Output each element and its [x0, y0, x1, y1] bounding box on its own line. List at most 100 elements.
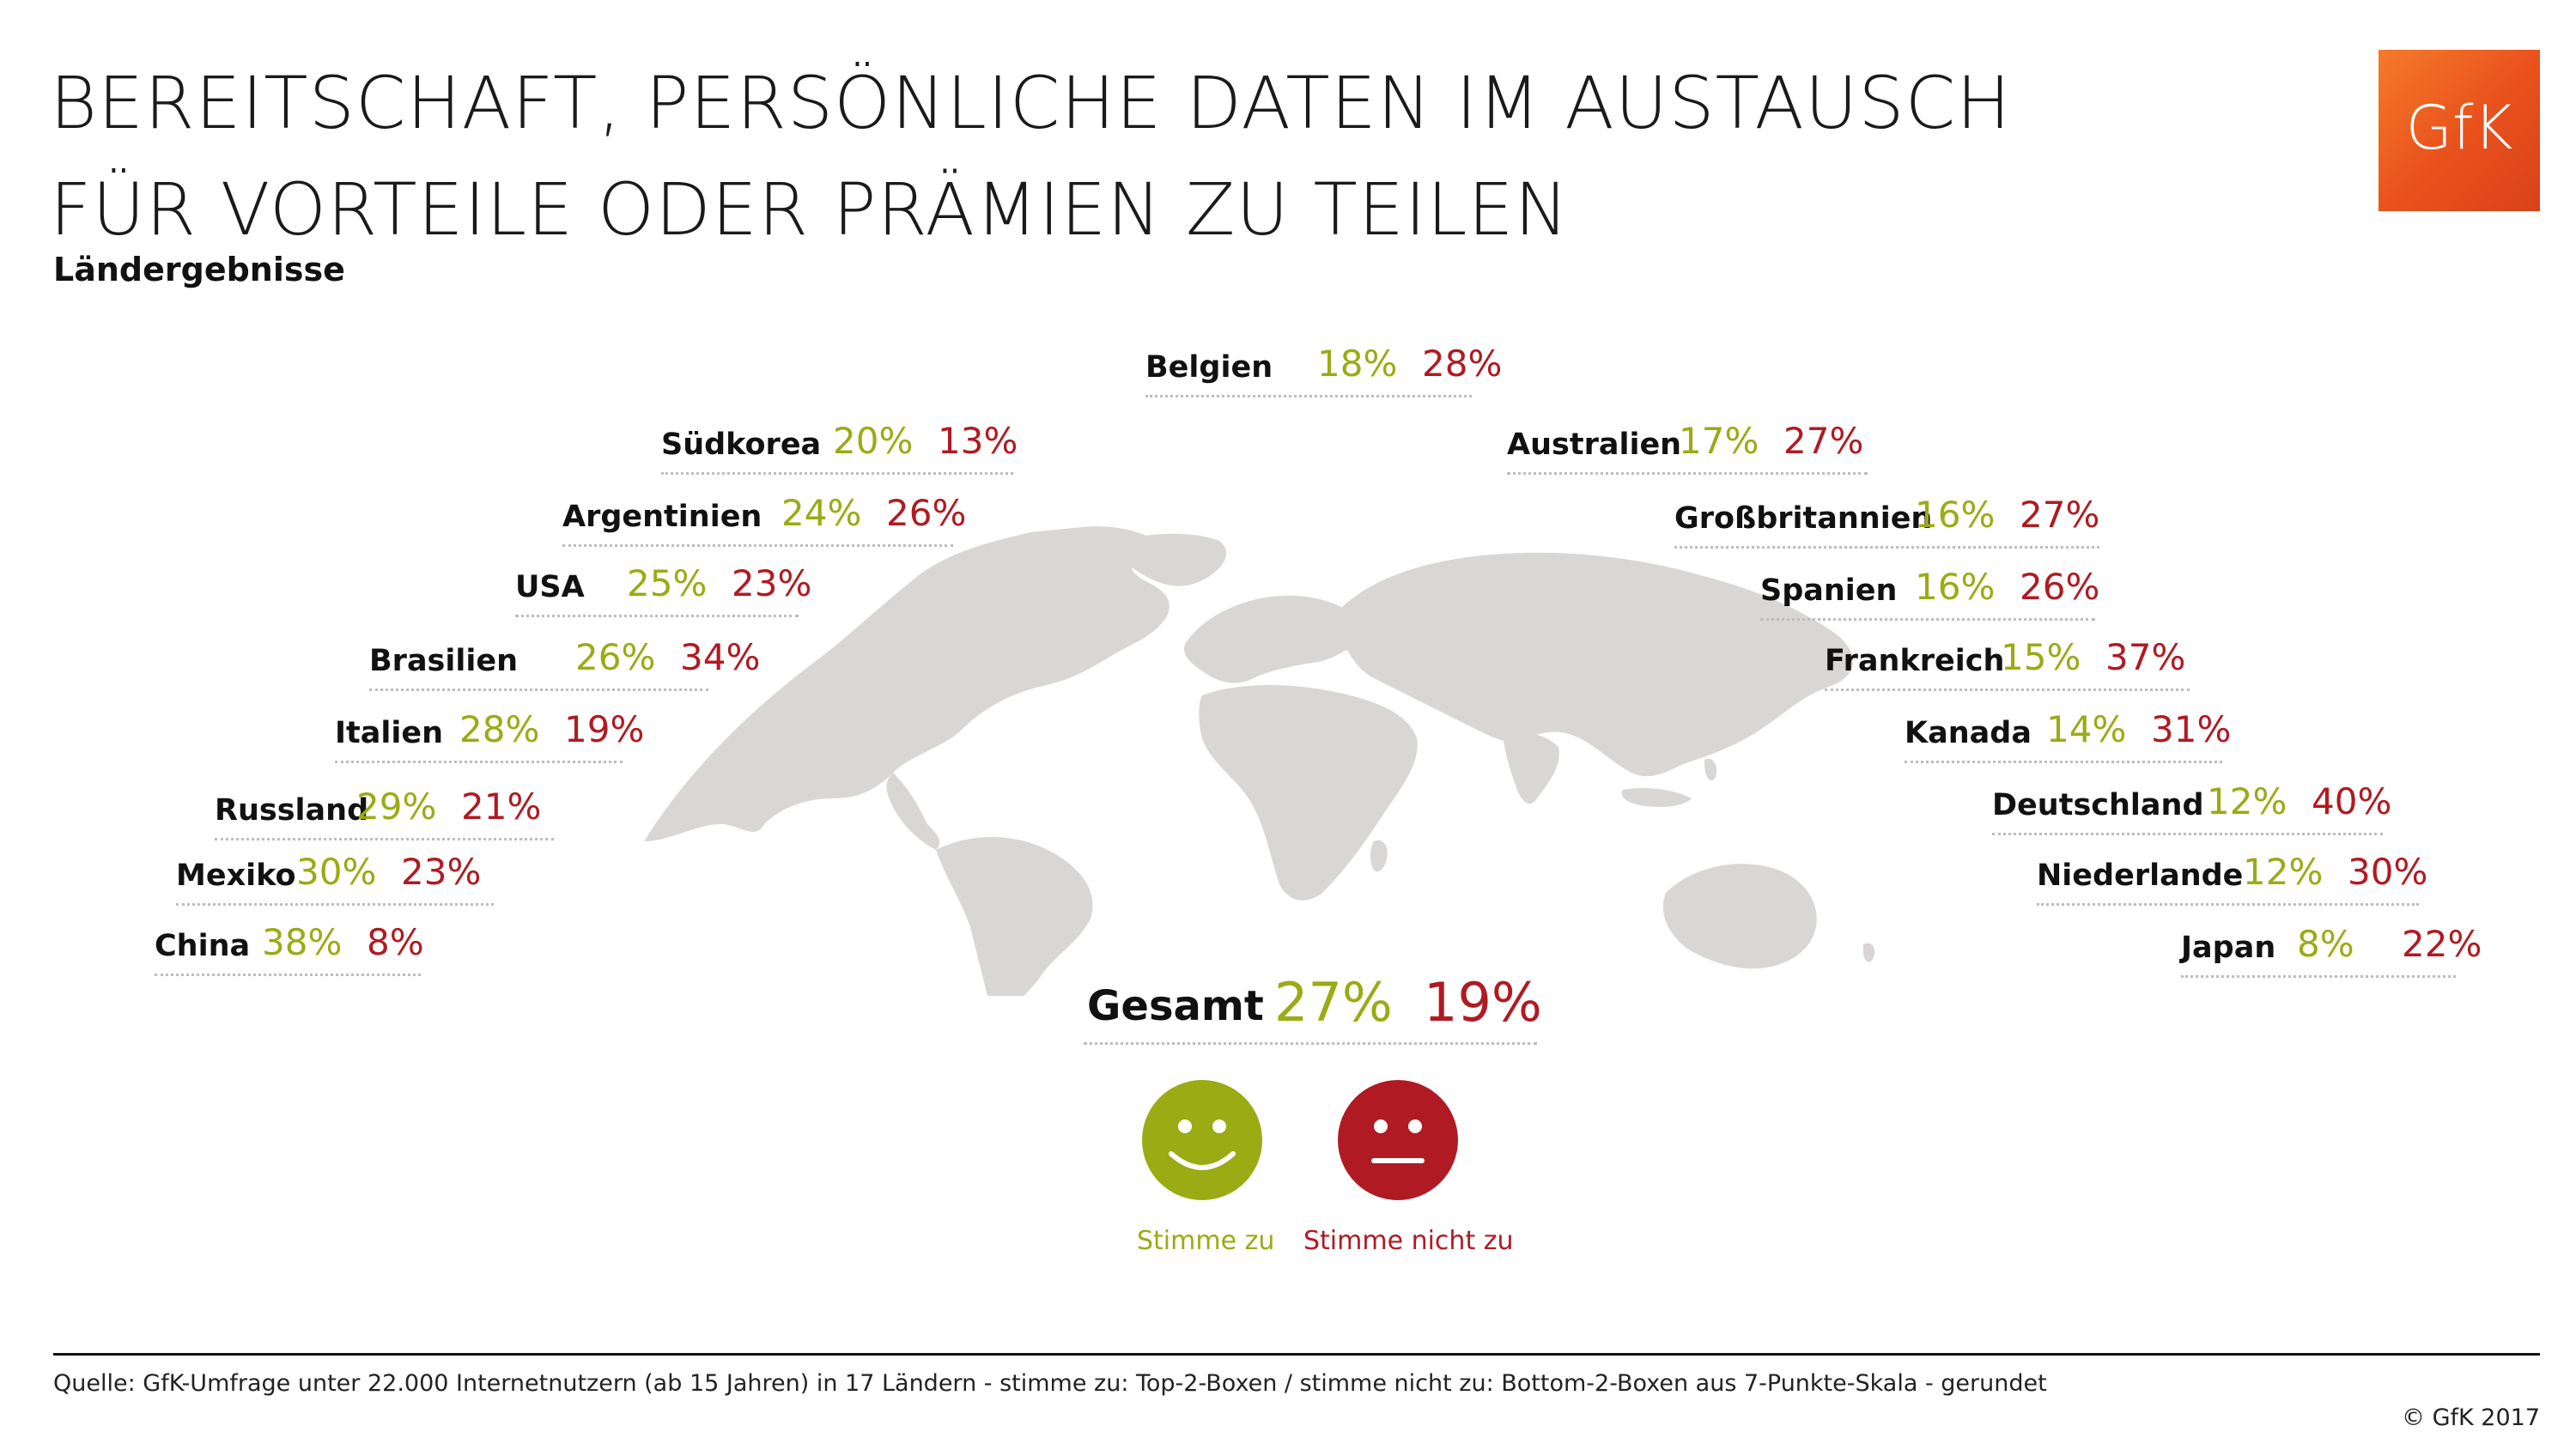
country-name: Argentinien	[562, 500, 762, 534]
agree-value: 17%	[1679, 420, 1759, 462]
map-australia	[1662, 864, 1817, 969]
country-row-kanada: Kanada 14% 31%	[1905, 702, 2231, 763]
agree-value: 12%	[2243, 851, 2324, 893]
country-row-japan: Japan 8% 22%	[2181, 917, 2482, 978]
smiley-neutral-icon	[1338, 1080, 1458, 1200]
agree-value: 26%	[575, 636, 656, 678]
agree-value: 15%	[2001, 636, 2081, 678]
disagree-value: 22%	[2402, 923, 2482, 965]
logo-text: GfK	[2405, 93, 2513, 163]
agree-value: 18%	[1317, 343, 1398, 385]
agree-value: 24%	[781, 492, 862, 534]
disagree-value: 26%	[886, 492, 967, 534]
country-name: Australien	[1507, 428, 1682, 462]
agree-value: 16%	[1915, 494, 1996, 536]
country-name: China	[155, 929, 251, 963]
country-row-australien: Australien 17% 27%	[1507, 414, 1868, 475]
disagree-value: 40%	[2312, 780, 2392, 822]
total-disagree-value: 19%	[1424, 971, 1542, 1034]
agree-value: 14%	[2046, 708, 2127, 750]
total-label: Gesamt	[1087, 982, 1264, 1030]
footer-divider	[53, 1353, 2540, 1356]
map-south-america	[936, 837, 1093, 996]
agree-value: 8%	[2297, 923, 2354, 965]
country-row-frankreich: Frankreich 15% 37%	[1825, 630, 2190, 691]
map-india	[1503, 732, 1559, 804]
agree-value: 20%	[833, 420, 914, 462]
agree-value: 29%	[356, 786, 437, 828]
country-name: Großbritannien	[1674, 501, 1933, 536]
country-name: Japan	[2181, 931, 2276, 965]
country-row-china: China 38% 8%	[155, 915, 424, 976]
country-row-mexiko: Mexiko 30% 23%	[176, 845, 494, 906]
copyright: © GfK 2017	[2401, 1404, 2540, 1431]
disagree-value: 31%	[2151, 708, 2232, 750]
country-row-argentinien: Argentinien 24% 26%	[562, 486, 966, 547]
country-row-russland: Russland 29% 21%	[215, 780, 554, 840]
map-new-zealand	[1862, 943, 1875, 962]
title-line-2: FÜR VORTEILE ODER PRÄMIEN ZU TEILEN	[50, 167, 1570, 252]
agree-value: 38%	[262, 921, 343, 963]
source-note: Quelle: GfK-Umfrage unter 22.000 Interne…	[53, 1370, 2047, 1397]
disagree-value: 30%	[2348, 851, 2428, 893]
page-title: BEREITSCHAFT, PERSÖNLICHE DATEN IM AUSTA…	[50, 50, 2011, 263]
disagree-value: 13%	[938, 420, 1018, 462]
disagree-value: 34%	[680, 636, 761, 678]
title-line-1: BEREITSCHAFT, PERSÖNLICHE DATEN IM AUSTA…	[50, 61, 2012, 145]
world-map	[644, 526, 1875, 996]
country-row-belgien: Belgien 18% 28%	[1145, 337, 1502, 397]
country-name: Mexiko	[176, 858, 296, 893]
country-name: Niederlande	[2037, 858, 2244, 893]
disagree-value: 27%	[1783, 420, 1864, 462]
country-row-brasilien: Brasilien 26% 34%	[369, 630, 760, 691]
country-name: Russland	[215, 793, 369, 828]
agree-value: 25%	[627, 562, 708, 604]
smiley-happy-icon	[1142, 1080, 1262, 1200]
disagree-value: 21%	[461, 786, 542, 828]
country-name: Brasilien	[369, 644, 519, 678]
disagree-value: 37%	[2105, 636, 2186, 678]
agree-value: 16%	[1915, 566, 1996, 608]
country-name: Südkorea	[661, 428, 822, 462]
map-central-america	[886, 773, 940, 850]
country-name: Belgien	[1145, 350, 1273, 385]
disagree-value: 23%	[732, 562, 812, 604]
map-africa	[1199, 685, 1418, 901]
country-name: USA	[515, 570, 585, 604]
total-row: Gesamt 27% 19%	[1084, 960, 1542, 1045]
map-indonesia	[1621, 788, 1692, 807]
country-row-großbritannien: Großbritannien 16% 27%	[1674, 488, 2099, 549]
country-name: Deutschland	[1992, 788, 2204, 822]
map-greenland	[1116, 533, 1227, 586]
agree-value: 30%	[296, 851, 377, 893]
disagree-value: 26%	[2020, 566, 2100, 608]
country-name: Spanien	[1760, 573, 1898, 608]
map-japan	[1745, 649, 1768, 688]
disagree-value: 8%	[367, 921, 424, 963]
gfk-logo: GfK	[2379, 50, 2540, 211]
legend-disagree-label: Stimme nicht zu	[1303, 1226, 1514, 1256]
country-row-niederlande: Niederlande 12% 30%	[2037, 845, 2427, 906]
agree-value: 28%	[459, 708, 540, 750]
country-row-spanien: Spanien 16% 26%	[1760, 560, 2099, 621]
country-name: Kanada	[1905, 716, 2032, 750]
subtitle: Ländergebnisse	[53, 251, 345, 288]
agree-value: 12%	[2207, 780, 2287, 822]
country-name: Italien	[335, 716, 444, 750]
country-row-deutschland: Deutschland 12% 40%	[1992, 774, 2391, 835]
map-philippines	[1704, 758, 1717, 780]
country-row-italien: Italien 28% 19%	[335, 702, 644, 763]
disagree-value: 23%	[401, 851, 482, 893]
country-row-usa: USA 25% 23%	[515, 556, 811, 617]
total-agree-value: 27%	[1274, 971, 1393, 1034]
map-asia	[1340, 552, 1854, 777]
disagree-value: 27%	[2020, 494, 2100, 536]
country-name: Frankreich	[1825, 644, 2005, 678]
map-europe	[1184, 595, 1363, 683]
map-madagascar	[1370, 840, 1388, 872]
legend-agree-label: Stimme zu	[1137, 1226, 1275, 1256]
disagree-value: 19%	[564, 708, 645, 750]
disagree-value: 28%	[1422, 343, 1503, 385]
country-row-südkorea: Südkorea 20% 13%	[661, 414, 1018, 475]
map-north-america	[644, 526, 1170, 841]
